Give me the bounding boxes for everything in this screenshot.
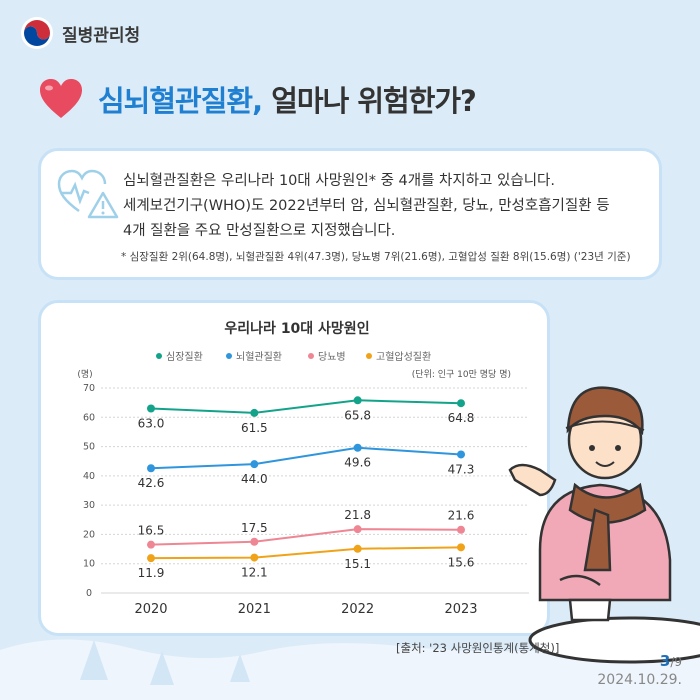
info-box: 심뇌혈관질환은 우리나라 10대 사망원인* 중 4개를 차지하고 있습니다. … <box>38 148 662 280</box>
series-line <box>150 399 462 414</box>
data-point <box>147 540 155 549</box>
info-footnote: * 심장질환 2위(64.8명), 뇌혈관질환 4위(47.3명), 당뇨병 7… <box>121 251 631 263</box>
data-point <box>457 450 465 459</box>
y-tick-label: 30 <box>83 500 95 511</box>
series-line <box>150 446 462 470</box>
data-point <box>353 525 362 534</box>
info-line-3: 4개 질환을 주요 만성질환으로 지정했습니다. <box>123 223 396 239</box>
series-line <box>150 528 462 546</box>
x-tick-label: 2022 <box>341 602 374 617</box>
data-point <box>457 399 465 408</box>
data-point <box>250 537 259 546</box>
page-title: 심뇌혈관질환, 얼마나 위험한가? <box>38 78 477 120</box>
data-label: 49.6 <box>344 456 371 470</box>
source-note: [출처: '23 사망원인통계(통계청)] <box>396 641 560 655</box>
page-current: 3 <box>659 652 671 670</box>
data-label: 21.6 <box>448 509 475 523</box>
y-tick-label: 20 <box>83 529 95 540</box>
data-label: 15.1 <box>344 557 371 571</box>
y-axis-label: (명) <box>77 369 92 380</box>
legend-marker <box>308 353 314 359</box>
data-label: 65.8 <box>344 408 371 422</box>
legend-label: 뇌혈관질환 <box>236 350 282 363</box>
unit-note: (단위: 인구 10만 명당 명) <box>412 369 511 380</box>
data-point <box>250 408 259 417</box>
y-tick-label: 60 <box>83 412 95 423</box>
korea-taegeuk-logo <box>21 17 53 49</box>
x-tick-label: 2023 <box>444 602 477 617</box>
y-tick-label: 40 <box>83 471 95 482</box>
series-line <box>150 546 462 560</box>
data-label: 12.1 <box>241 566 268 580</box>
page-total: /9 <box>670 655 682 669</box>
heart-warning-icon <box>57 169 119 219</box>
data-label: 15.6 <box>448 555 475 569</box>
legend-label: 심장질환 <box>166 351 203 363</box>
org-header: 질병관리청 <box>20 16 140 50</box>
grandmother-illustration <box>508 386 700 664</box>
page-indicator: 3/9 <box>660 652 682 670</box>
data-label: 47.3 <box>448 462 475 476</box>
y-tick-label: 0 <box>86 588 92 599</box>
info-line-1: 심뇌혈관질환은 우리나라 10대 사망원인* 중 4개를 차지하고 있습니다. <box>123 173 555 189</box>
legend-marker <box>366 353 372 359</box>
org-name: 질병관리청 <box>62 25 141 46</box>
data-point <box>250 553 259 562</box>
data-label: 44.0 <box>241 472 268 486</box>
y-tick-label: 70 <box>83 383 95 394</box>
data-label: 61.5 <box>241 421 268 435</box>
x-tick-label: 2021 <box>238 602 271 617</box>
legend-marker <box>156 353 162 359</box>
legend-label: 당뇨병 <box>318 351 346 363</box>
data-point <box>147 464 155 473</box>
date: 2024.10.29. <box>597 672 682 688</box>
title-rest: 얼마나 위험한가? <box>262 84 477 118</box>
y-tick-label: 50 <box>83 442 95 453</box>
data-label: 17.5 <box>241 521 268 535</box>
snow-background <box>0 639 700 700</box>
info-line-2: 세계보건기구(WHO)도 2022년부터 암, 심뇌혈관질환, 당뇨, 만성호흡… <box>123 198 610 214</box>
data-label: 63.0 <box>138 417 165 431</box>
data-label: 21.8 <box>344 508 371 522</box>
legend-label: 고혈압성질환 <box>376 350 431 363</box>
data-point <box>147 404 155 413</box>
y-tick-label: 10 <box>83 559 95 570</box>
data-point <box>353 443 362 452</box>
heart-icon <box>40 79 82 118</box>
x-tick-label: 2020 <box>134 602 167 617</box>
data-point <box>353 396 362 405</box>
chart-title: 우리나라 10대 사망원인 <box>224 320 369 337</box>
data-point <box>147 554 155 563</box>
data-point <box>457 543 465 552</box>
legend-marker <box>226 353 232 359</box>
data-label: 64.8 <box>448 411 475 425</box>
title-highlight: 심뇌혈관질환, <box>98 84 263 118</box>
data-point <box>250 460 259 469</box>
data-point <box>457 525 465 534</box>
data-label: 16.5 <box>138 524 165 538</box>
data-label: 11.9 <box>138 566 165 580</box>
data-label: 42.6 <box>138 476 165 490</box>
data-point <box>353 544 362 553</box>
